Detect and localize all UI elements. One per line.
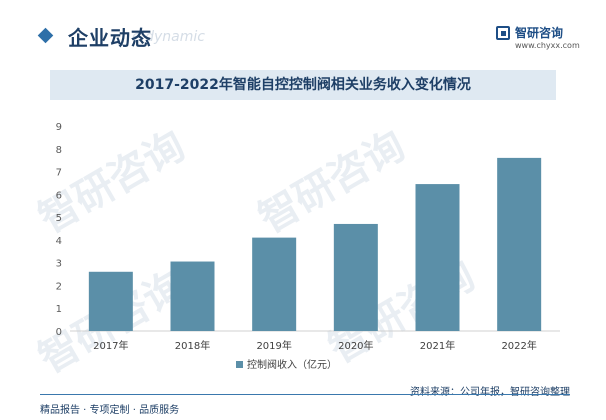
- legend-label: 控制阀收入（亿元）: [247, 358, 337, 371]
- bar: [252, 237, 297, 331]
- logo-icon: [496, 26, 510, 40]
- y-tick-label: 8: [56, 145, 62, 156]
- source-note: 资料来源：公司年报，智研咨询整理: [410, 387, 570, 398]
- diamond-icon: [37, 27, 54, 44]
- x-tick-label: 2022年: [501, 339, 536, 352]
- bar: [170, 261, 215, 331]
- y-tick-label: 5: [56, 213, 62, 224]
- bar: [415, 184, 460, 331]
- y-tick-label: 1: [56, 304, 62, 315]
- y-tick-label: 6: [56, 190, 62, 201]
- logo-url: www.chyxx.com: [515, 41, 580, 50]
- x-tick-label: 2020年: [338, 339, 373, 352]
- footer-slogan: 精品报告 · 专项定制 · 品质服务: [40, 405, 180, 416]
- y-tick-label: 4: [56, 236, 62, 247]
- x-tick-label: 2021年: [420, 339, 455, 352]
- x-tick-label: 2018年: [175, 339, 210, 352]
- logo-name: 智研咨询: [515, 26, 564, 40]
- x-tick-label: 2017年: [93, 339, 128, 352]
- brand-logo: 智研咨询 www.chyxx.com: [496, 24, 588, 54]
- footer-divider: [40, 394, 570, 395]
- y-tick-label: 2: [56, 281, 62, 292]
- y-tick-label: 7: [56, 168, 62, 179]
- bar: [333, 223, 378, 331]
- bar-chart: 0 1 2 3 4 5 6 7 8 9 2017年 2018年 2019年 2020年 2021年 2022年…: [56, 122, 560, 371]
- chart-title: 2017-2022年智能自控控制阀相关业务收入变化情况: [50, 70, 556, 100]
- y-tick-label: 9: [56, 122, 62, 133]
- y-tick-label: 0: [56, 327, 62, 338]
- section-subtitle: e dynamic: [132, 29, 205, 45]
- legend-swatch: [236, 361, 243, 368]
- section-header: e dynamic 企业动态 智研咨询 www.chyxx.com: [0, 0, 606, 70]
- section-title: 企业动态: [68, 26, 152, 50]
- y-tick-label: 3: [56, 259, 62, 270]
- bar: [497, 157, 542, 331]
- bar: [88, 271, 133, 331]
- x-tick-label: 2019年: [256, 339, 291, 352]
